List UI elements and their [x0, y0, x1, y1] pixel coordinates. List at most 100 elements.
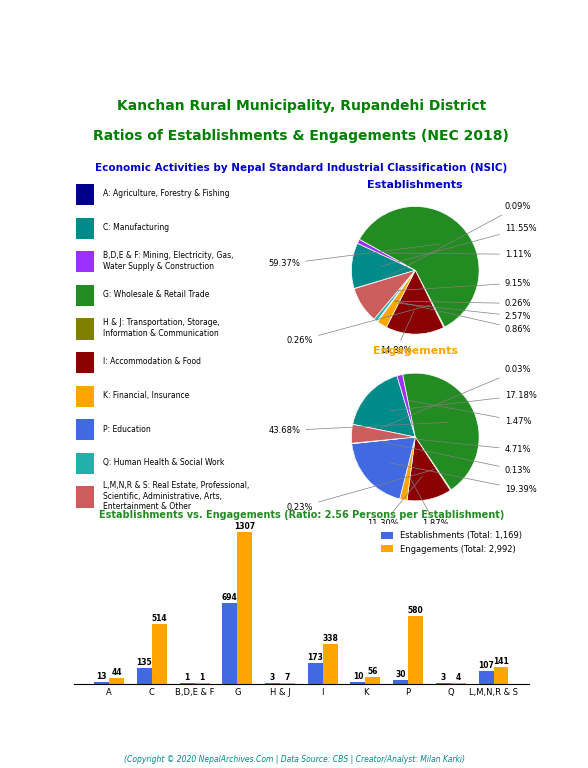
- FancyBboxPatch shape: [76, 319, 94, 339]
- Title: Establishments vs. Engagements (Ratio: 2.56 Persons per Establishment): Establishments vs. Engagements (Ratio: 2…: [99, 511, 504, 521]
- Wedge shape: [353, 376, 415, 437]
- Text: Kanchan Rural Municipality, Rupandehi District: Kanchan Rural Municipality, Rupandehi Di…: [117, 99, 486, 114]
- Wedge shape: [374, 270, 415, 321]
- Text: 0.09%: 0.09%: [381, 202, 531, 280]
- Wedge shape: [400, 437, 415, 500]
- Text: 1.11%: 1.11%: [384, 250, 531, 259]
- Wedge shape: [354, 270, 415, 289]
- Text: K: Financial, Insurance: K: Financial, Insurance: [103, 391, 189, 400]
- FancyBboxPatch shape: [76, 419, 94, 440]
- Wedge shape: [353, 424, 415, 437]
- Text: P: Education: P: Education: [103, 425, 151, 433]
- Text: 30: 30: [395, 670, 406, 679]
- Text: 4.71%: 4.71%: [380, 435, 531, 454]
- Text: 0.26%: 0.26%: [286, 305, 430, 345]
- Text: 43.68%: 43.68%: [268, 422, 448, 435]
- Title: Establishments: Establishments: [368, 180, 463, 190]
- Text: 3: 3: [441, 674, 446, 682]
- Bar: [479, 671, 493, 684]
- FancyBboxPatch shape: [76, 352, 94, 373]
- Text: 59.37%: 59.37%: [269, 244, 440, 268]
- FancyBboxPatch shape: [76, 486, 94, 508]
- Text: 10: 10: [353, 673, 363, 681]
- Wedge shape: [386, 270, 443, 334]
- Text: 7: 7: [285, 673, 290, 682]
- Text: 0.03%: 0.03%: [380, 366, 531, 429]
- Wedge shape: [403, 373, 479, 490]
- Text: 0.26%: 0.26%: [395, 299, 531, 308]
- Bar: [238, 531, 252, 684]
- Bar: [94, 682, 109, 684]
- Text: 694: 694: [222, 593, 238, 602]
- Wedge shape: [352, 243, 415, 289]
- Text: Q: Human Health & Social Work: Q: Human Health & Social Work: [103, 458, 225, 467]
- Wedge shape: [352, 437, 415, 444]
- Text: 0.86%: 0.86%: [394, 301, 532, 333]
- Wedge shape: [358, 240, 415, 270]
- Text: 17.18%: 17.18%: [390, 391, 536, 411]
- FancyBboxPatch shape: [76, 386, 94, 407]
- Wedge shape: [352, 437, 415, 499]
- Text: L,M,N,R & S: Real Estate, Professional,
Scientific, Administrative, Arts,
Entert: L,M,N,R & S: Real Estate, Professional, …: [103, 482, 249, 511]
- Bar: [493, 667, 509, 684]
- Text: 1: 1: [185, 674, 190, 683]
- Text: 0.23%: 0.23%: [286, 469, 434, 511]
- FancyBboxPatch shape: [76, 217, 94, 239]
- Text: G: Wholesale & Retail Trade: G: Wholesale & Retail Trade: [103, 290, 209, 299]
- Bar: [109, 678, 124, 684]
- Wedge shape: [352, 425, 415, 443]
- Bar: [152, 624, 167, 684]
- Bar: [350, 682, 365, 684]
- Text: 1307: 1307: [234, 521, 255, 531]
- Text: (Copyright © 2020 NepalArchives.Com | Data Source: CBS | Creator/Analyst: Milan : (Copyright © 2020 NepalArchives.Com | Da…: [123, 755, 465, 764]
- Bar: [393, 680, 408, 684]
- Text: B,D,E & F: Mining, Electricity, Gas,
Water Supply & Construction: B,D,E & F: Mining, Electricity, Gas, Wat…: [103, 251, 233, 270]
- Text: 1.47%: 1.47%: [409, 400, 531, 425]
- Wedge shape: [377, 270, 415, 322]
- Text: Ratios of Establishments & Engagements (NEC 2018): Ratios of Establishments & Engagements (…: [93, 128, 509, 143]
- Text: 173: 173: [308, 654, 323, 663]
- Text: 11.55%: 11.55%: [380, 224, 536, 266]
- Bar: [137, 668, 152, 684]
- Text: 514: 514: [152, 614, 167, 623]
- Text: 3: 3: [270, 674, 275, 682]
- FancyBboxPatch shape: [76, 285, 94, 306]
- Wedge shape: [407, 437, 450, 501]
- Text: 338: 338: [322, 634, 338, 644]
- Bar: [222, 603, 238, 684]
- Bar: [280, 683, 295, 684]
- Text: 9.15%: 9.15%: [386, 279, 531, 291]
- Text: 580: 580: [407, 606, 423, 615]
- Text: 4: 4: [456, 673, 461, 682]
- Text: 44: 44: [111, 668, 122, 677]
- Text: 56: 56: [368, 667, 378, 676]
- Text: 141: 141: [493, 657, 509, 666]
- Text: I: Accommodation & Food: I: Accommodation & Food: [103, 357, 201, 366]
- Bar: [408, 616, 423, 684]
- Bar: [365, 677, 380, 684]
- Legend: Establishments (Total: 1,169), Engagements (Total: 2,992): Establishments (Total: 1,169), Engagemen…: [377, 528, 525, 557]
- Wedge shape: [415, 270, 445, 327]
- Wedge shape: [359, 207, 479, 327]
- Text: 2.57%: 2.57%: [398, 303, 531, 321]
- Text: 135: 135: [136, 658, 152, 667]
- Wedge shape: [415, 437, 451, 491]
- Text: 19.39%: 19.39%: [389, 462, 536, 494]
- Wedge shape: [397, 375, 415, 437]
- Title: Engagements: Engagements: [373, 346, 458, 356]
- Text: 0.13%: 0.13%: [380, 442, 531, 475]
- Wedge shape: [377, 270, 415, 327]
- Text: 14.80%: 14.80%: [380, 311, 414, 355]
- Text: C: Manufacturing: C: Manufacturing: [103, 223, 169, 232]
- Text: 1: 1: [199, 674, 205, 683]
- Text: 13: 13: [96, 672, 107, 681]
- Wedge shape: [354, 270, 415, 319]
- FancyBboxPatch shape: [76, 184, 94, 205]
- FancyBboxPatch shape: [76, 251, 94, 273]
- Text: 107: 107: [478, 661, 494, 670]
- FancyBboxPatch shape: [76, 453, 94, 474]
- Text: 1.87%: 1.87%: [409, 477, 448, 528]
- Text: H & J: Transportation, Storage,
Information & Communication: H & J: Transportation, Storage, Informat…: [103, 319, 220, 338]
- Text: A: Agriculture, Forestry & Fishing: A: Agriculture, Forestry & Fishing: [103, 189, 230, 198]
- Bar: [308, 664, 323, 684]
